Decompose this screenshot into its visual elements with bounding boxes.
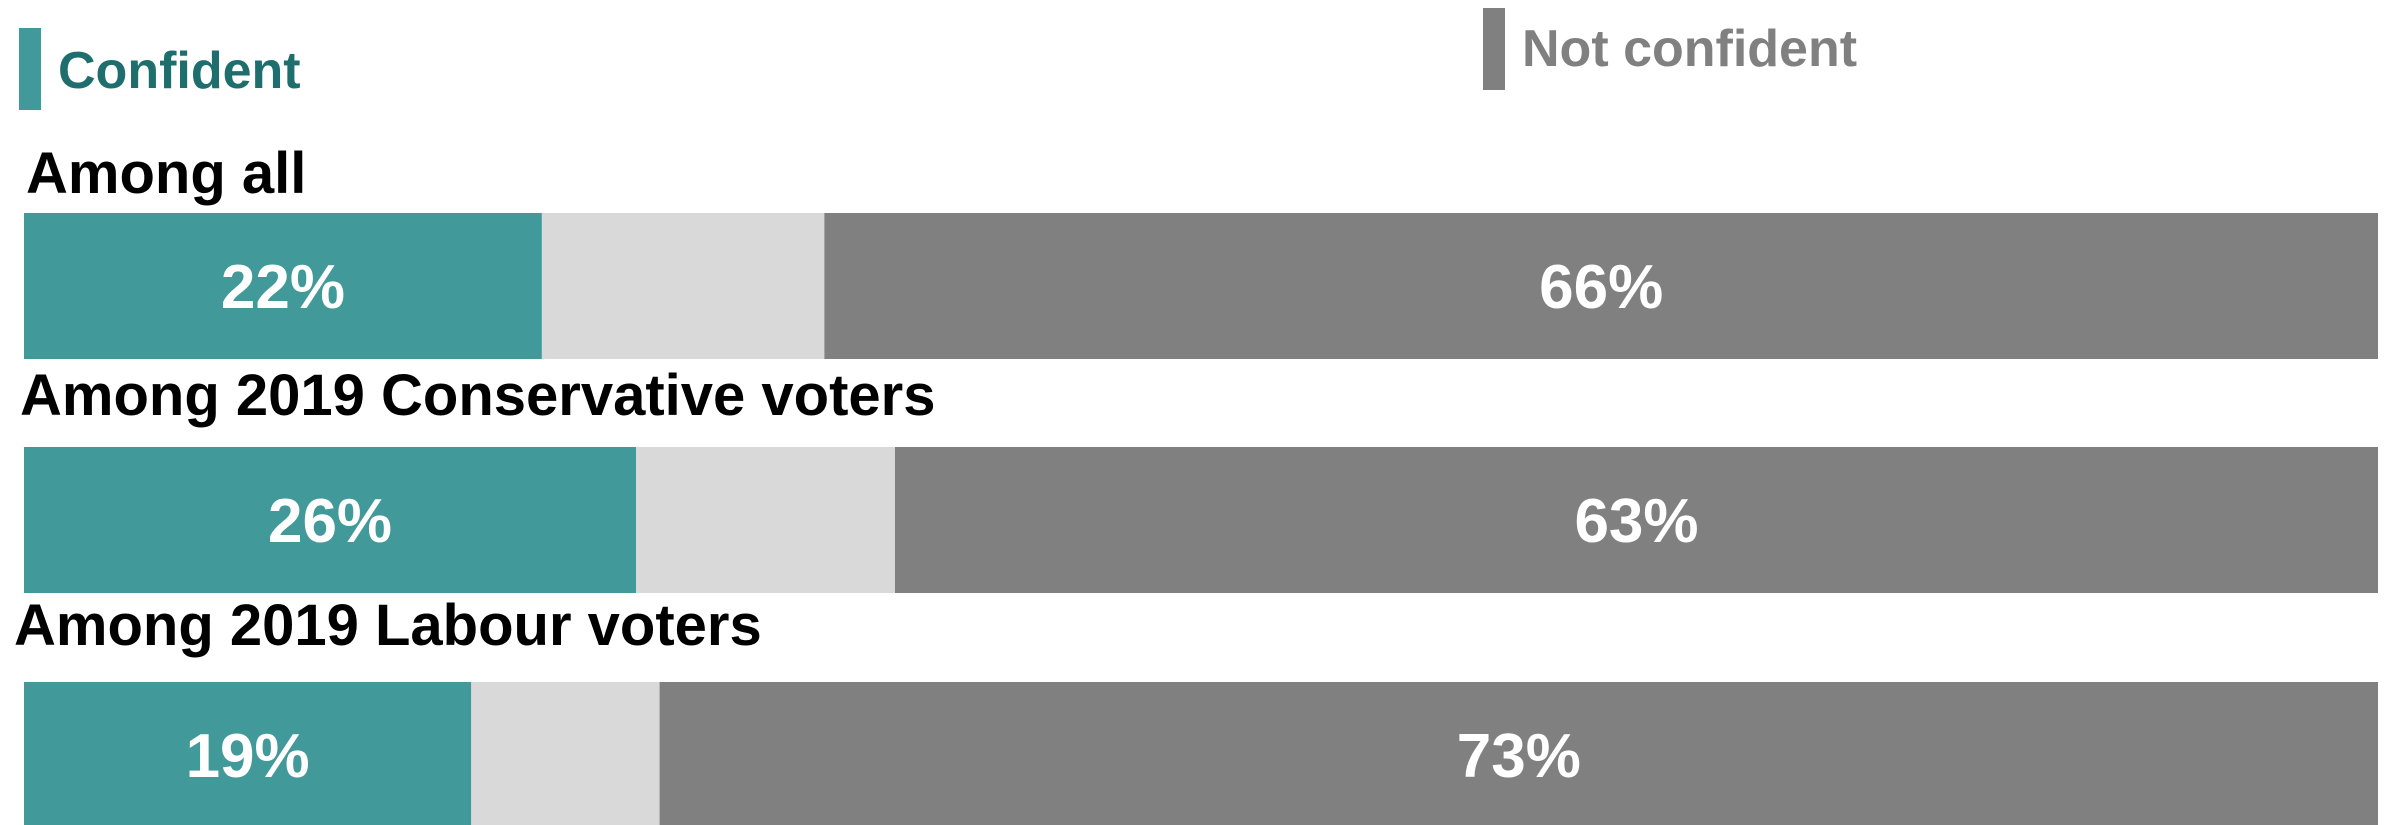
- bar-neutral: [541, 213, 825, 359]
- data-label: 66%: [1539, 253, 1663, 322]
- legend-label-not-confident: Not confident: [1522, 20, 1857, 78]
- bar-confident: [24, 213, 542, 359]
- bar-not-confident: [824, 213, 2378, 359]
- legend-label-confident: Confident: [58, 42, 301, 100]
- data-label: 19%: [186, 722, 310, 791]
- data-label: 73%: [1457, 722, 1581, 791]
- data-label: 63%: [1574, 487, 1698, 556]
- bar-not-confident: [894, 447, 2378, 593]
- bar-neutral: [471, 682, 660, 825]
- category-label: Among 2019 Conservative voters: [20, 363, 935, 428]
- category-label: Among 2019 Labour voters: [14, 593, 762, 658]
- bar-confident: [24, 447, 637, 593]
- data-label: 26%: [268, 487, 392, 556]
- legend-swatch-confident: [19, 28, 41, 110]
- bar-confident: [24, 682, 472, 825]
- legend-swatch-not-confident: [1483, 8, 1505, 90]
- data-label: 22%: [221, 253, 345, 322]
- category-label: Among all: [26, 141, 306, 206]
- bar-neutral: [636, 447, 895, 593]
- bar-not-confident: [659, 682, 2378, 825]
